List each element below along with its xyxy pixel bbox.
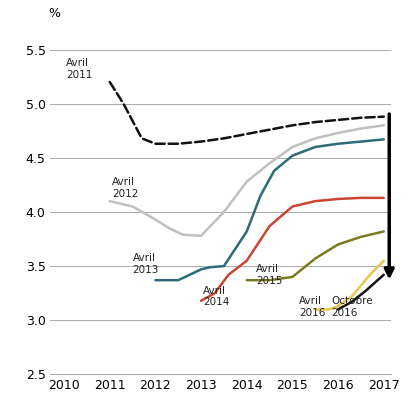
- Text: Octobre
2016: Octobre 2016: [331, 297, 373, 318]
- Text: %: %: [48, 7, 60, 20]
- Text: Avril
2011: Avril 2011: [66, 58, 93, 80]
- Text: Avril
2016: Avril 2016: [299, 297, 326, 318]
- Text: Avril
2013: Avril 2013: [133, 253, 159, 275]
- Text: Avril
2015: Avril 2015: [256, 264, 282, 285]
- Text: Avril
2014: Avril 2014: [203, 286, 230, 307]
- Text: Avril
2012: Avril 2012: [112, 177, 139, 199]
